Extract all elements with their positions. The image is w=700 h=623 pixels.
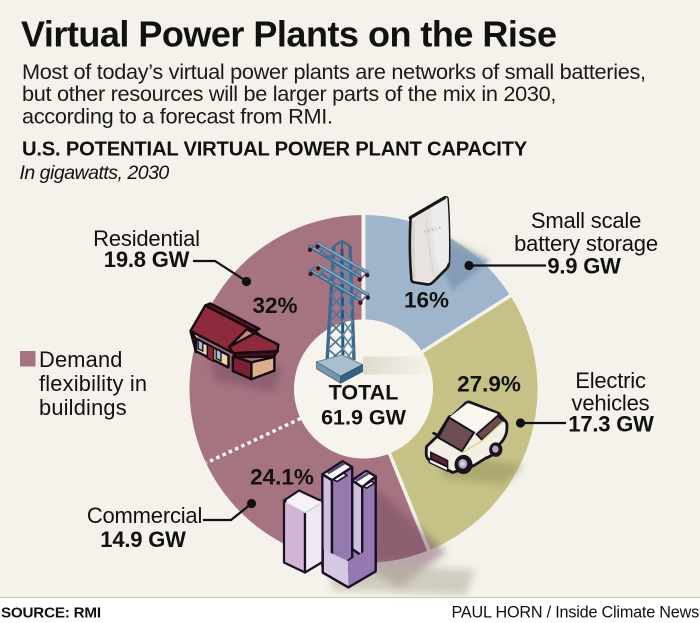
svg-text:buildings: buildings [39,395,127,420]
svg-text:TOTAL: TOTAL [329,381,399,405]
svg-text:flexibility in: flexibility in [39,371,147,396]
svg-text:24.1%: 24.1% [250,465,314,490]
svg-text:16%: 16% [404,288,449,313]
svg-text:32%: 32% [252,293,297,318]
svg-text:but other resources will be la: but other resources will be larger parts… [22,81,556,106]
svg-text:19.8 GW: 19.8 GW [104,247,190,272]
svg-text:17.3 GW: 17.3 GW [568,412,654,437]
svg-text:Demand: Demand [39,347,123,372]
svg-text:14.9 GW: 14.9 GW [100,527,186,552]
svg-text:27.9%: 27.9% [457,372,521,397]
svg-text:SOURCE: RMI: SOURCE: RMI [1,605,101,622]
svg-text:Electric: Electric [575,368,646,393]
svg-text:Commercial: Commercial [87,503,202,528]
svg-text:U.S. POTENTIAL VIRTUAL POWER P: U.S. POTENTIAL VIRTUAL POWER PLANT CAPAC… [22,139,528,161]
svg-text:PAUL HORN / Inside Climate New: PAUL HORN / Inside Climate News [452,604,700,622]
svg-text:Residential: Residential [93,226,200,251]
svg-text:TESLA: TESLA [424,225,443,234]
svg-text:battery storage: battery storage [514,231,658,256]
svg-text:Virtual Power Plants on the Ri: Virtual Power Plants on the Rise [21,14,556,55]
svg-text:In gigawatts, 2030: In gigawatts, 2030 [20,162,170,184]
svg-text:61.9 GW: 61.9 GW [321,406,407,430]
svg-text:Small scale: Small scale [531,208,641,233]
svg-text:9.9 GW: 9.9 GW [547,254,621,279]
svg-text:vehicles: vehicles [572,391,650,416]
svg-text:Most of today’s virtual power: Most of today’s virtual power plants are… [22,59,646,84]
svg-text:according to a forecast from R: according to a forecast from RMI. [22,103,333,128]
